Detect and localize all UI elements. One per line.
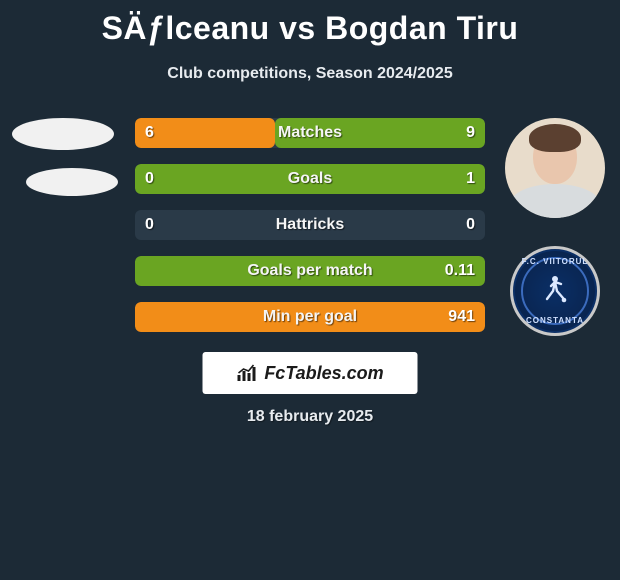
stat-row: Goals0 1 (135, 164, 485, 194)
club-left-crest-placeholder (26, 168, 118, 196)
crest-top-text: F.C. VIITORUL (513, 257, 597, 266)
player-left-avatar-placeholder (12, 118, 114, 150)
crest-bottom-text: CONSTANTA (513, 316, 597, 325)
stat-value-right: 9 (466, 118, 475, 148)
stat-value-left: 0 (145, 210, 154, 240)
brand-badge: FcTables.com (203, 352, 418, 394)
crest-figure-icon (538, 272, 572, 306)
stat-label: Min per goal (135, 302, 485, 332)
stat-row: Min per goal941 (135, 302, 485, 332)
stat-value-left: 0 (145, 164, 154, 194)
page-subtitle: Club competitions, Season 2024/2025 (0, 65, 620, 83)
page-title: SÄƒlceanu vs Bogdan Tiru (0, 0, 620, 47)
player-right-column: F.C. VIITORUL CONSTANTA (500, 118, 610, 336)
club-right-crest: F.C. VIITORUL CONSTANTA (510, 246, 600, 336)
stat-value-left: 6 (145, 118, 154, 148)
player-left-column (8, 118, 118, 214)
player-right-avatar (505, 118, 605, 218)
brand-text: FcTables.com (264, 363, 383, 384)
stat-value-right: 0 (466, 210, 475, 240)
stat-row: Matches6 9 (135, 118, 485, 148)
footer-date: 18 february 2025 (0, 408, 620, 426)
stat-value-right: 941 (448, 302, 475, 332)
stat-value-right: 1 (466, 164, 475, 194)
brand-chart-icon (236, 364, 258, 382)
stat-label: Goals per match (135, 256, 485, 286)
stat-value-right: 0.11 (445, 256, 475, 286)
stat-row: Goals per match0.11 (135, 256, 485, 286)
stat-label: Goals (135, 164, 485, 194)
stat-label: Hattricks (135, 210, 485, 240)
comparison-bars: Matches69Goals01Hattricks00Goals per mat… (135, 118, 485, 348)
stat-label: Matches (135, 118, 485, 148)
stat-row: Hattricks0 0 (135, 210, 485, 240)
